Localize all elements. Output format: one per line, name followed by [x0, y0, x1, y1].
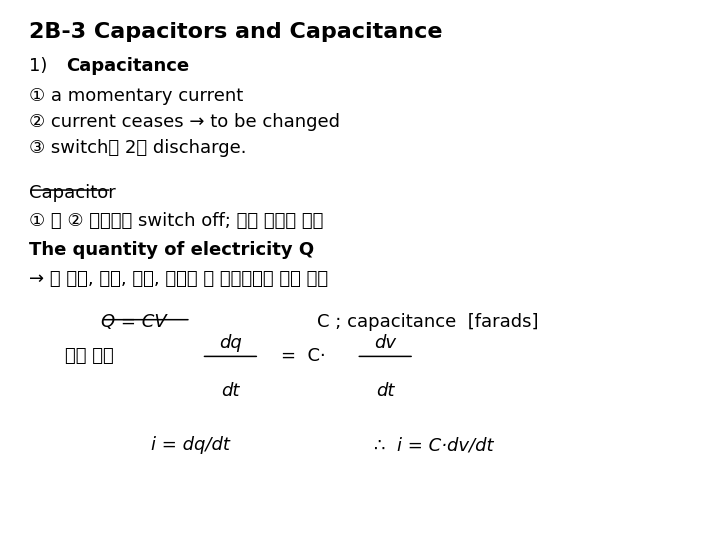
- Text: dq: dq: [219, 334, 242, 352]
- Text: Capacitance: Capacitance: [66, 57, 189, 75]
- Text: i = dq/dt: i = dq/dt: [151, 436, 230, 455]
- Text: 1): 1): [29, 57, 58, 75]
- Text: ① a momentary current: ① a momentary current: [29, 87, 243, 105]
- Text: =  C·: = C·: [281, 347, 325, 366]
- Text: ③ switch을 2로 discharge.: ③ switch을 2로 discharge.: [29, 139, 246, 157]
- Text: ∴  i = C·dv/dt: ∴ i = C·dv/dt: [374, 436, 494, 455]
- Text: C ; capacitance  [farads]: C ; capacitance [farads]: [317, 313, 539, 331]
- Text: ② current ceases → to be changed: ② current ceases → to be changed: [29, 113, 340, 131]
- Text: Q = CV: Q = CV: [101, 313, 166, 331]
- Text: dt: dt: [221, 382, 240, 400]
- Text: → 판 넓이, 모양, 공간, 절연체 의 유전상수에 의해 결정: → 판 넓이, 모양, 공간, 절연체 의 유전상수에 의해 결정: [29, 270, 328, 288]
- Text: The quantity of electricity Q: The quantity of electricity Q: [29, 241, 314, 259]
- Text: dv: dv: [374, 334, 396, 352]
- Text: 2B-3 Capacitors and Capacitance: 2B-3 Capacitors and Capacitance: [29, 22, 442, 42]
- Text: ① 과 ② 사이에서 switch off; 측면 전하가 저장: ① 과 ② 사이에서 switch off; 측면 전하가 저장: [29, 212, 323, 230]
- Text: 윗식 미분: 윗식 미분: [65, 347, 114, 366]
- Text: dt: dt: [376, 382, 395, 400]
- Text: Capacitor: Capacitor: [29, 184, 115, 201]
